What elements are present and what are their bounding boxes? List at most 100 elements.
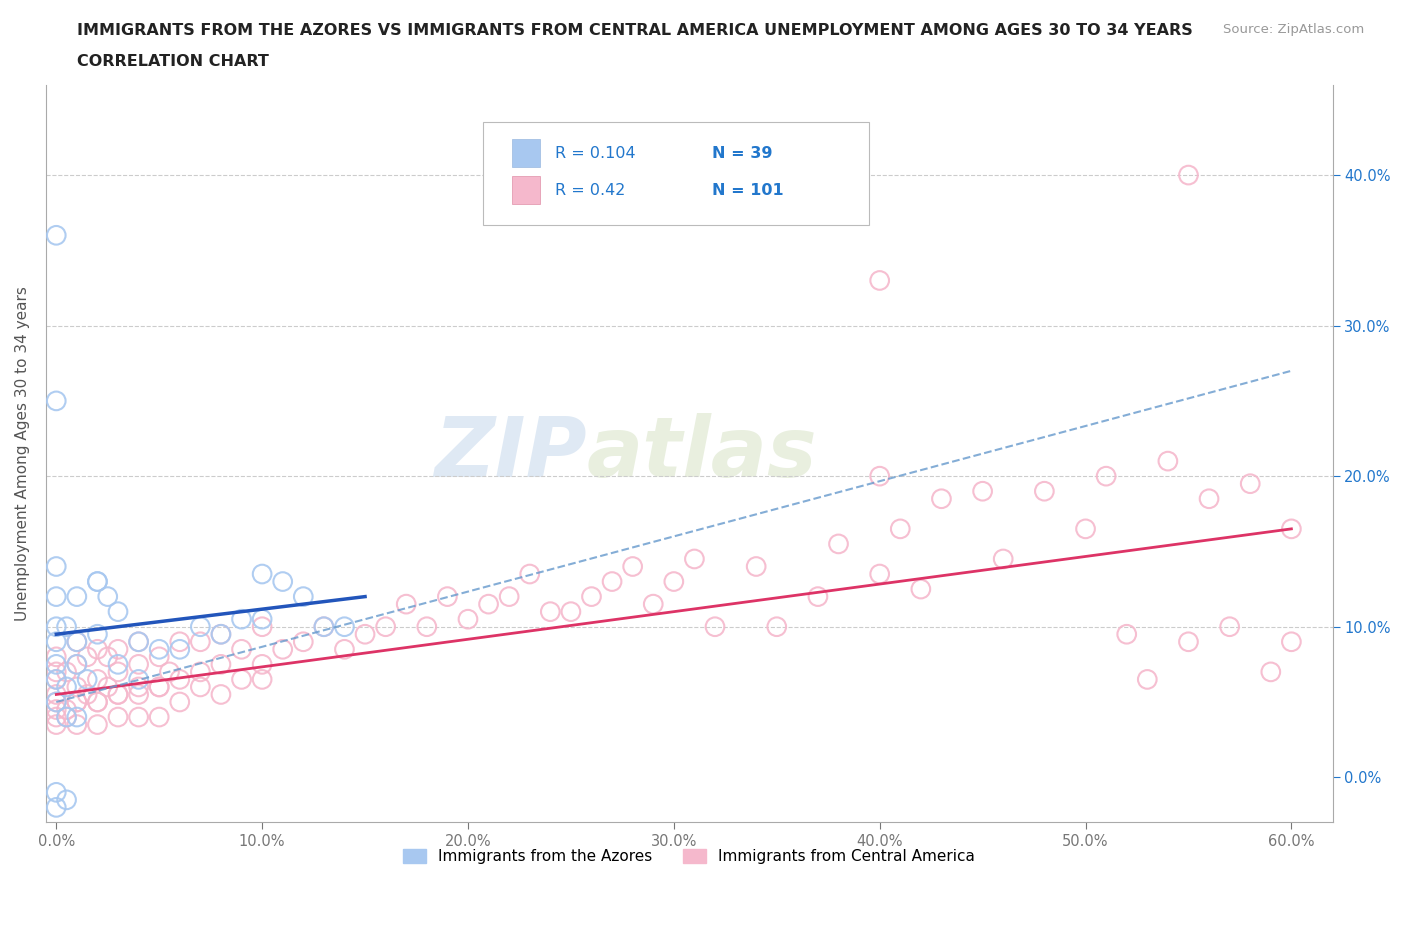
Point <box>1177 167 1199 182</box>
Point <box>107 604 129 619</box>
Point <box>66 657 89 671</box>
Point <box>931 491 953 506</box>
Point <box>354 627 377 642</box>
Point <box>45 559 67 574</box>
Point <box>312 619 335 634</box>
Point <box>66 590 89 604</box>
Text: R = 0.104: R = 0.104 <box>555 146 636 161</box>
Point <box>45 800 67 815</box>
Point <box>333 619 356 634</box>
Point <box>45 619 67 634</box>
Point <box>55 702 77 717</box>
Point <box>66 680 89 695</box>
Point <box>55 710 77 724</box>
Point <box>97 680 120 695</box>
Bar <box>512 140 540 167</box>
Point <box>86 717 108 732</box>
Point <box>190 634 212 649</box>
Point <box>107 664 129 679</box>
Point <box>86 695 108 710</box>
Point <box>1239 476 1261 491</box>
Point <box>457 612 479 627</box>
Point <box>190 619 212 634</box>
Point <box>1177 634 1199 649</box>
Point <box>292 634 315 649</box>
Point <box>1157 454 1180 469</box>
Text: N = 101: N = 101 <box>713 182 785 198</box>
Point <box>869 566 891 581</box>
Point <box>76 649 98 664</box>
Point <box>538 604 561 619</box>
Point <box>107 657 129 671</box>
Text: Source: ZipAtlas.com: Source: ZipAtlas.com <box>1223 23 1364 36</box>
Point <box>683 551 706 566</box>
Point <box>148 649 170 664</box>
Point <box>333 642 356 657</box>
Point <box>55 619 77 634</box>
Point <box>704 619 727 634</box>
Point <box>477 597 499 612</box>
Point <box>55 710 77 724</box>
Point <box>581 590 603 604</box>
Y-axis label: Unemployment Among Ages 30 to 34 years: Unemployment Among Ages 30 to 34 years <box>15 286 30 621</box>
Point <box>209 627 232 642</box>
Legend: Immigrants from the Azores, Immigrants from Central America: Immigrants from the Azores, Immigrants f… <box>396 843 981 870</box>
Point <box>45 672 67 687</box>
Point <box>66 657 89 671</box>
Point <box>66 695 89 710</box>
Point <box>889 522 911 537</box>
Point <box>128 634 150 649</box>
Point <box>55 680 77 695</box>
Point <box>66 717 89 732</box>
Point <box>169 634 191 649</box>
Point <box>128 672 150 687</box>
Point <box>1136 672 1159 687</box>
Point <box>662 574 685 589</box>
Point <box>86 627 108 642</box>
Point <box>159 664 181 679</box>
Point <box>250 612 273 627</box>
Text: ZIP: ZIP <box>433 413 586 494</box>
Point <box>1115 627 1137 642</box>
Text: IMMIGRANTS FROM THE AZORES VS IMMIGRANTS FROM CENTRAL AMERICA UNEMPLOYMENT AMONG: IMMIGRANTS FROM THE AZORES VS IMMIGRANTS… <box>77 23 1194 38</box>
Point <box>45 717 67 732</box>
Point <box>1074 522 1097 537</box>
Point <box>621 559 644 574</box>
Point <box>374 619 396 634</box>
Point <box>55 664 77 679</box>
Point <box>250 566 273 581</box>
Point <box>498 590 520 604</box>
Point <box>55 792 77 807</box>
Point <box>107 710 129 724</box>
Point <box>416 619 439 634</box>
Point <box>1033 484 1056 498</box>
Point <box>45 702 67 717</box>
Point <box>148 710 170 724</box>
Point <box>231 672 253 687</box>
Point <box>519 566 541 581</box>
Point <box>45 393 67 408</box>
FancyBboxPatch shape <box>484 122 869 225</box>
Point <box>1279 634 1302 649</box>
Point <box>45 695 67 710</box>
Point <box>107 687 129 702</box>
Text: R = 0.42: R = 0.42 <box>555 182 626 198</box>
Point <box>66 634 89 649</box>
Point <box>231 642 253 657</box>
Point <box>250 619 273 634</box>
Point <box>190 664 212 679</box>
Point <box>169 642 191 657</box>
Point <box>128 634 150 649</box>
Point <box>45 785 67 800</box>
Point <box>128 657 150 671</box>
Point <box>1198 491 1220 506</box>
Point <box>271 642 294 657</box>
Point <box>148 680 170 695</box>
Point <box>1279 522 1302 537</box>
Point <box>45 649 67 664</box>
Point <box>45 664 67 679</box>
Point <box>910 581 932 596</box>
Point <box>97 649 120 664</box>
Point <box>869 273 891 288</box>
Point <box>76 687 98 702</box>
